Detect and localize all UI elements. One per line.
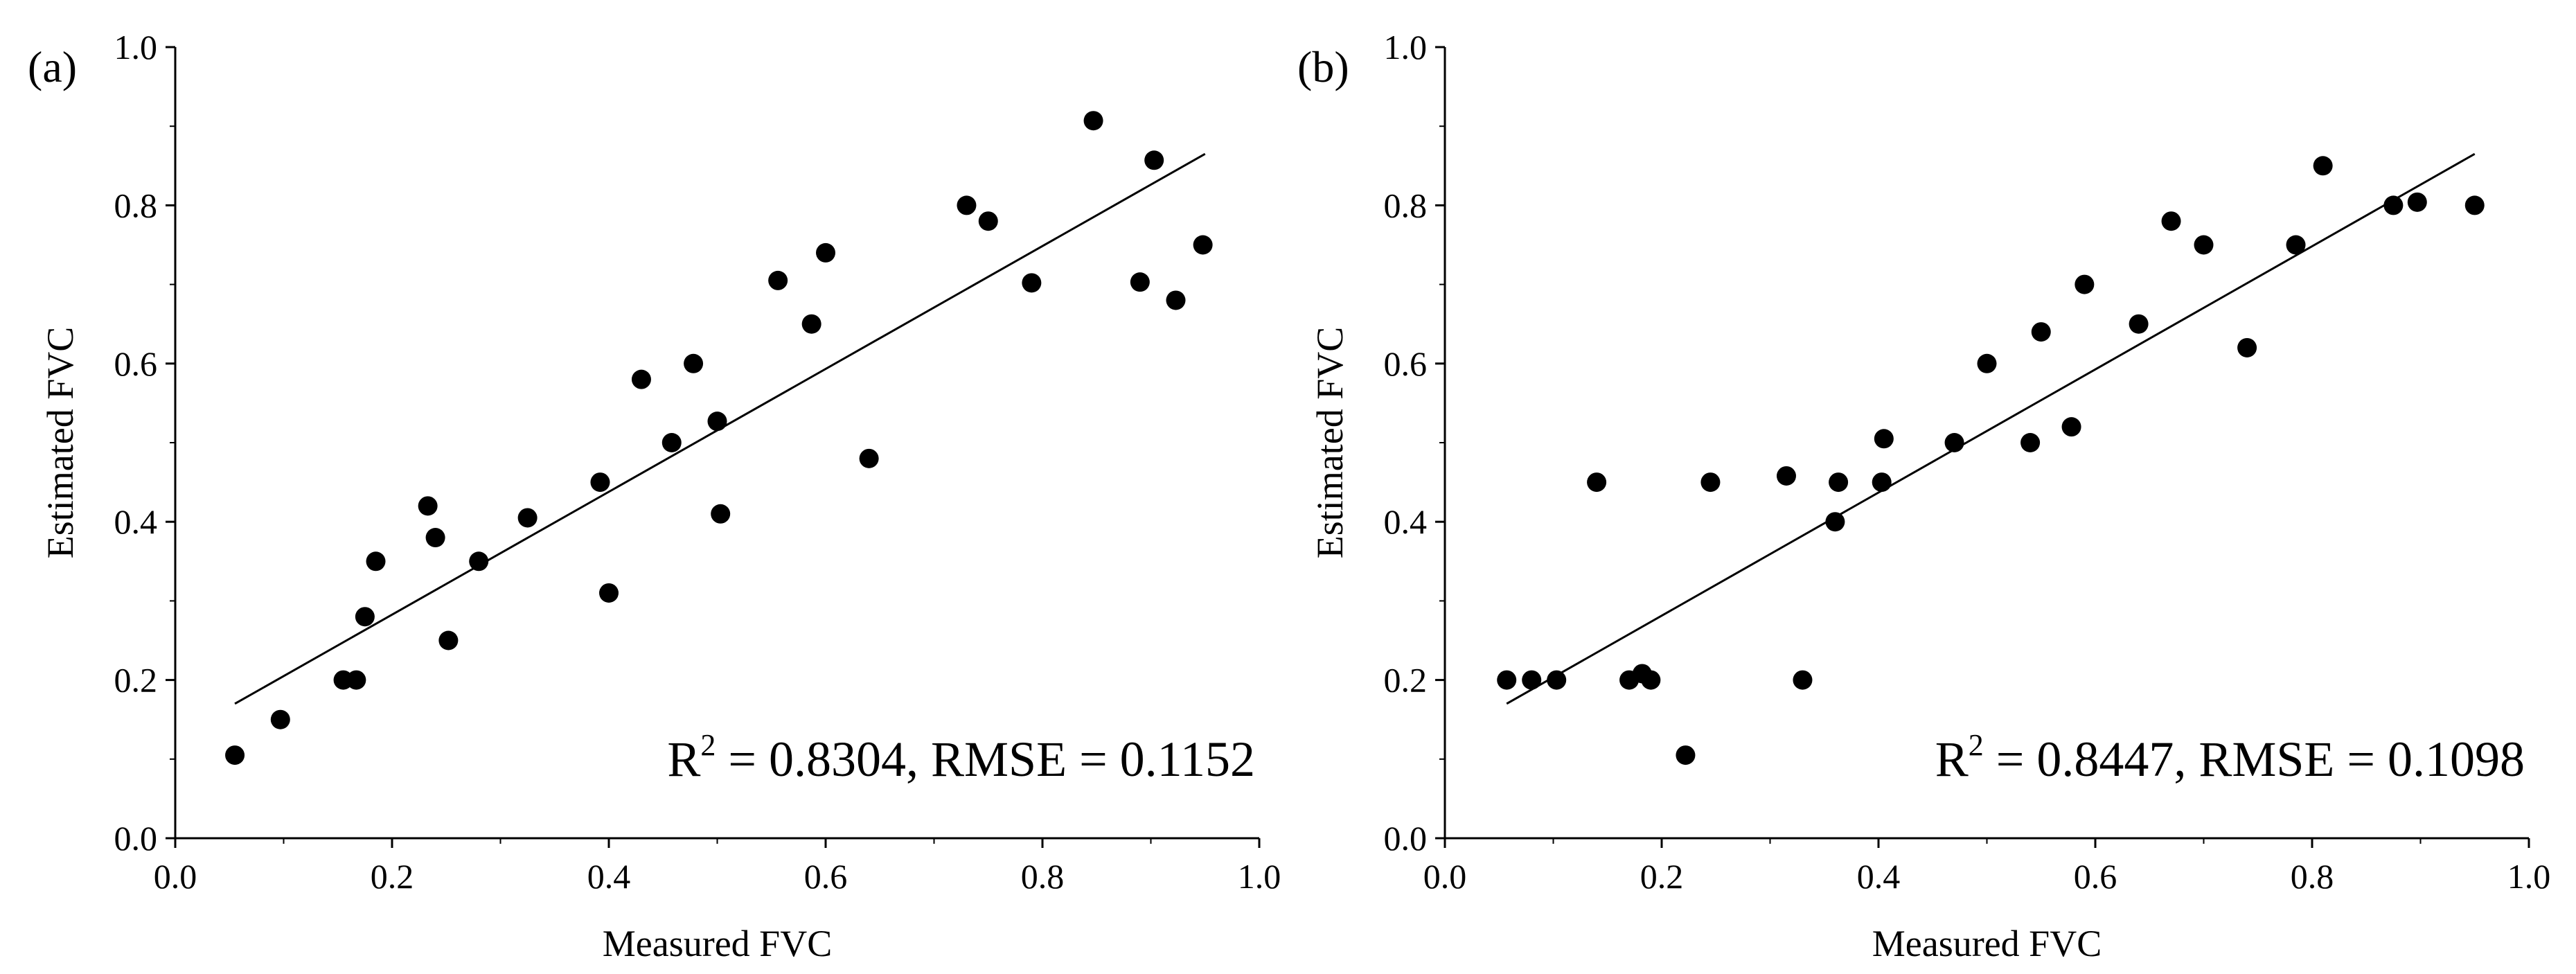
data-point <box>346 670 366 690</box>
data-point <box>1700 472 1721 493</box>
x-tick-label: 0.4 <box>1857 857 1901 896</box>
x-tick-label: 0.2 <box>371 857 414 896</box>
data-point <box>816 242 835 263</box>
data-point <box>1641 670 1661 690</box>
data-point <box>418 496 438 516</box>
y-tick-label: 0.6 <box>1384 344 1428 383</box>
x-axis-title: Measured FVC <box>1872 923 2102 964</box>
data-point <box>2194 235 2214 255</box>
data-point <box>2129 314 2149 334</box>
data-point <box>1587 472 1607 493</box>
data-point <box>2075 274 2095 294</box>
x-tick-label: 0.6 <box>804 857 848 896</box>
data-point <box>425 528 445 548</box>
data-point <box>978 211 998 231</box>
data-point <box>1083 111 1103 131</box>
data-point <box>1522 670 1542 690</box>
data-point <box>1022 273 1042 293</box>
y-tick-label: 0.2 <box>114 661 158 700</box>
y-axis-title: Estimated FVC <box>39 327 81 559</box>
x-tick-label: 0.4 <box>587 857 631 896</box>
panel-label: (a) <box>28 42 77 91</box>
x-tick-label: 0.8 <box>1021 857 1065 896</box>
data-point <box>590 472 610 493</box>
data-point <box>957 195 977 215</box>
data-point <box>1829 472 1849 493</box>
x-tick-label: 0.8 <box>2291 857 2334 896</box>
data-point <box>1944 433 1964 452</box>
data-point <box>2061 417 2081 437</box>
stat-r-label: R <box>1935 732 1969 787</box>
y-tick-label: 0.0 <box>114 819 158 858</box>
data-point <box>1193 235 1213 255</box>
y-tick-label: 0.8 <box>114 186 158 224</box>
data-point <box>2286 235 2306 255</box>
data-point <box>2383 195 2404 215</box>
data-point <box>366 551 386 572</box>
data-point <box>1874 429 1894 449</box>
x-tick-label: 1.0 <box>2507 857 2551 896</box>
y-tick-label: 0.0 <box>1384 819 1428 858</box>
panel-label: (b) <box>1297 42 1349 91</box>
data-point <box>1497 670 1517 690</box>
chart-panel-a: 0.0 0.2 0.4 0.6 0.8 1.0 0.0 0.2 0.4 0.6 0.8 1.0 Meas… <box>28 28 1281 964</box>
data-point <box>2031 322 2051 342</box>
data-point <box>768 270 788 290</box>
data-point <box>1130 272 1150 292</box>
stats-annotation: R2 = 0.8304, RMSE = 0.1152 <box>667 728 1255 787</box>
y-tick-label: 0.4 <box>114 502 158 541</box>
data-point <box>859 448 879 468</box>
data-point <box>2464 195 2485 215</box>
x-tick-label: 1.0 <box>1238 857 1281 896</box>
data-point <box>631 369 651 389</box>
data-point <box>438 630 459 650</box>
stat-r-label: R <box>667 732 700 787</box>
data-point <box>801 314 821 334</box>
data-point <box>2020 433 2041 452</box>
data-point <box>270 709 290 729</box>
data-point <box>355 607 375 627</box>
chart-panel-b: 0.0 0.2 0.4 0.6 0.8 1.0 0.0 0.2 0.4 0.6 0.8 1.0 Meas… <box>1297 28 2550 964</box>
data-point <box>517 508 538 528</box>
data-point <box>1776 466 1796 486</box>
data-point <box>225 745 245 765</box>
y-tick-label: 0.8 <box>1384 186 1428 224</box>
data-point <box>1793 670 1813 690</box>
y-tick-label: 0.6 <box>114 344 158 383</box>
y-axis-title: Estimated FVC <box>1309 327 1351 559</box>
data-point <box>684 353 704 373</box>
data-point <box>1144 150 1164 170</box>
data-point <box>2161 211 2181 231</box>
data-point <box>1825 512 1845 532</box>
data-point <box>1872 472 1892 493</box>
data-point <box>599 583 619 603</box>
y-tick-label: 0.4 <box>1384 502 1428 541</box>
data-point <box>469 551 489 572</box>
x-axis-title: Measured FVC <box>603 923 832 964</box>
y-tick-label: 1.0 <box>1384 28 1428 67</box>
data-point <box>2407 192 2427 212</box>
regression-line <box>1506 152 2476 705</box>
data-point <box>1547 670 1567 690</box>
data-point <box>711 504 731 524</box>
x-tick-label: 0.6 <box>2074 857 2117 896</box>
stats-annotation: R2 = 0.8447, RMSE = 0.1098 <box>1935 728 2525 787</box>
x-tick-label: 0.2 <box>1640 857 1684 896</box>
x-tick-label: 0.0 <box>1423 857 1467 896</box>
data-point <box>661 433 682 452</box>
data-point <box>707 411 727 432</box>
y-tick-label: 0.2 <box>1384 661 1428 700</box>
data-point <box>1977 353 1997 373</box>
data-point <box>1166 290 1186 310</box>
stat-r-superscript: 2 <box>1969 728 1984 762</box>
y-tick-label: 1.0 <box>114 28 158 67</box>
stat-values: = 0.8304, RMSE = 0.1152 <box>716 732 1255 787</box>
data-point <box>1676 745 1696 765</box>
data-point <box>2237 337 2257 357</box>
stat-values: = 0.8447, RMSE = 0.1098 <box>1984 732 2525 787</box>
data-point <box>2313 156 2333 176</box>
x-tick-label: 0.0 <box>154 857 197 896</box>
stat-r-superscript: 2 <box>700 728 716 762</box>
